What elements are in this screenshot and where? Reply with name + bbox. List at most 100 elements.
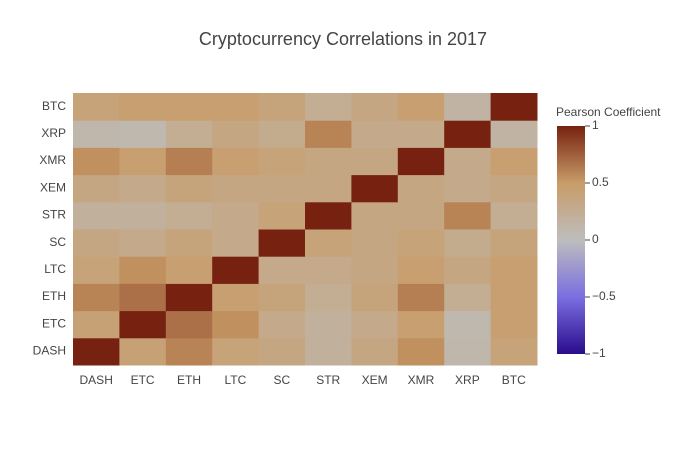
- heatmap-cell: [165, 229, 213, 257]
- y-tick-label: ETC: [42, 316, 66, 330]
- heatmap-cell: [165, 174, 213, 203]
- heatmap-cell: [444, 283, 492, 312]
- heatmap-cell: [305, 201, 352, 230]
- y-tick-label: ETH: [42, 289, 66, 303]
- heatmap-cell: [444, 201, 492, 230]
- colorbar-tick-label: 1: [592, 118, 599, 132]
- heatmap-cell: [258, 283, 306, 312]
- heatmap-cell: [212, 147, 260, 176]
- heatmap-cell: [119, 229, 167, 257]
- heatmap-cell: [351, 147, 399, 176]
- heatmap-cell: [119, 93, 167, 121]
- heatmap-cell: [212, 229, 260, 257]
- heatmap-cell: [490, 174, 538, 203]
- heatmap-cell: [212, 93, 260, 121]
- x-tick-label: SC: [273, 373, 290, 387]
- heatmap-cell: [305, 229, 352, 257]
- y-tick-label: LTC: [44, 262, 66, 276]
- heatmap-cell: [212, 120, 260, 148]
- heatmap-cell: [305, 93, 352, 121]
- heatmap-cell: [73, 337, 120, 366]
- heatmap-cell: [305, 174, 352, 203]
- heatmap-cell: [165, 283, 213, 312]
- heatmap-cell: [444, 93, 492, 121]
- x-tick-label: ETC: [131, 373, 155, 387]
- heatmap-cell: [490, 147, 538, 176]
- colorbar-tick-label: −1: [592, 346, 606, 360]
- heatmap-cell: [73, 256, 120, 284]
- x-tick-label: ETH: [177, 373, 201, 387]
- chart-title: Cryptocurrency Correlations in 2017: [199, 29, 487, 49]
- x-tick-label: BTC: [502, 373, 526, 387]
- heatmap-cell: [305, 337, 352, 366]
- heatmap-cell: [73, 283, 120, 312]
- colorbar-title: Pearson Coefficient: [556, 105, 661, 119]
- heatmap-cell: [73, 147, 120, 176]
- heatmap-cell: [351, 120, 399, 148]
- heatmap-cell: [351, 256, 399, 284]
- y-tick-label: BTC: [42, 99, 66, 113]
- heatmap-cell: [490, 337, 538, 366]
- heatmap-cell: [444, 229, 492, 257]
- y-tick-label: DASH: [33, 344, 66, 358]
- heatmap-cell: [73, 120, 120, 148]
- heatmap-cell: [212, 174, 260, 203]
- colorbar: [557, 126, 585, 354]
- y-tick-label: XMR: [39, 153, 66, 167]
- heatmap-cell: [119, 256, 167, 284]
- heatmap-cell: [351, 310, 399, 339]
- heatmap-cell: [165, 337, 213, 366]
- heatmap-cell: [444, 174, 492, 203]
- x-tick-label: DASH: [80, 373, 113, 387]
- heatmap-cell: [119, 201, 167, 230]
- y-tick-label: XEM: [40, 180, 66, 194]
- heatmap-cell: [212, 337, 260, 366]
- heatmap-cell: [165, 256, 213, 284]
- heatmap-cell: [397, 229, 445, 257]
- heatmap-cell: [212, 201, 260, 230]
- heatmap-cell: [119, 337, 167, 366]
- heatmap-cell: [73, 93, 120, 121]
- heatmap-cell: [397, 337, 445, 366]
- heatmap-cell: [351, 93, 399, 121]
- heatmap-cell: [258, 93, 306, 121]
- heatmap-cell: [258, 229, 306, 257]
- heatmap-cell: [258, 120, 306, 148]
- x-tick-label: LTC: [225, 373, 247, 387]
- heatmap-cell: [258, 310, 306, 339]
- heatmap-cell: [258, 337, 306, 366]
- heatmap-cell: [305, 283, 352, 312]
- heatmap-cell: [212, 256, 260, 284]
- heatmap-cell: [490, 93, 538, 121]
- heatmap-cell: [397, 120, 445, 148]
- heatmap-cell: [212, 283, 260, 312]
- heatmap-cell: [397, 93, 445, 121]
- colorbar-tick-label: 0: [592, 232, 599, 246]
- heatmap-cell: [444, 120, 492, 148]
- heatmap-cell: [119, 120, 167, 148]
- heatmap-cell: [73, 174, 120, 203]
- heatmap-cell: [490, 256, 538, 284]
- x-tick-label: STR: [316, 373, 340, 387]
- heatmap-cell: [490, 120, 538, 148]
- x-tick-label: XRP: [455, 373, 480, 387]
- y-tick-label: SC: [49, 235, 66, 249]
- heatmap-cell: [490, 229, 538, 257]
- heatmap-cell: [258, 256, 306, 284]
- heatmap-cell: [305, 147, 352, 176]
- x-tick-label: XMR: [408, 373, 435, 387]
- heatmap-cell: [444, 310, 492, 339]
- colorbar-tick-label: −0.5: [592, 289, 616, 303]
- heatmap-cell: [119, 283, 167, 312]
- heatmap-cell: [351, 174, 399, 203]
- heatmap-cell: [258, 174, 306, 203]
- heatmap-cell: [165, 120, 213, 148]
- heatmap-cell: [490, 310, 538, 339]
- heatmap-cell: [212, 310, 260, 339]
- heatmap-cell: [73, 310, 120, 339]
- x-tick-label: XEM: [362, 373, 388, 387]
- heatmap-cell: [119, 310, 167, 339]
- heatmap-cell: [490, 283, 538, 312]
- heatmap-cell: [165, 93, 213, 121]
